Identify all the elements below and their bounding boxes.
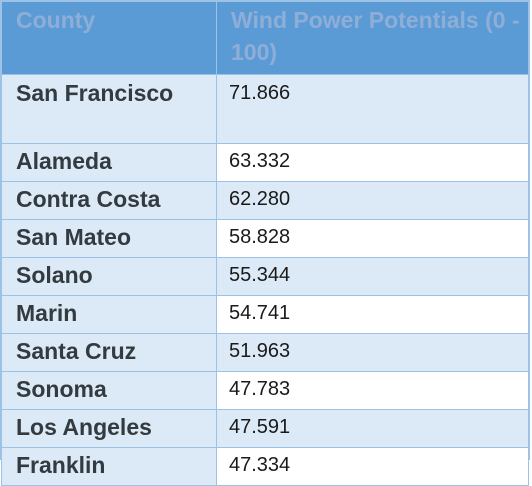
wind-power-column-header: Wind Power Potentials (0 - 100) [216,1,529,75]
county-column-header: County [1,1,217,75]
wind-power-cell: 47.591 [216,409,529,448]
county-cell: San Mateo [1,219,217,258]
wind-power-cell: 71.866 [216,74,529,144]
table-row: Contra Costa 62.280 [1,181,529,220]
table-row: Sonoma 47.783 [1,371,529,410]
wind-power-cell: 47.783 [216,371,529,410]
wind-power-cell: 54.741 [216,295,529,334]
table-header-row: County Wind Power Potentials (0 - 100) [1,1,529,75]
county-cell: Los Angeles [1,409,217,448]
table-row: Santa Cruz 51.963 [1,333,529,372]
wind-power-cell: 55.344 [216,257,529,296]
county-cell: Solano [1,257,217,296]
wind-power-cell: 58.828 [216,219,529,258]
table-row: Alameda 63.332 [1,143,529,182]
table-row: Franklin 47.334 [1,447,529,486]
wind-power-cell: 51.963 [216,333,529,372]
county-cell: Alameda [1,143,217,182]
county-cell: Contra Costa [1,181,217,220]
county-cell: San Francisco [1,74,217,144]
table-row: San Mateo 58.828 [1,219,529,258]
county-cell: Santa Cruz [1,333,217,372]
county-cell: Marin [1,295,217,334]
county-cell: Sonoma [1,371,217,410]
county-cell: Franklin [1,447,217,486]
wind-power-cell: 47.334 [216,447,529,486]
table-row: Marin 54.741 [1,295,529,334]
table-row: Solano 55.344 [1,257,529,296]
table-row: San Francisco 71.866 [1,74,529,144]
wind-power-cell: 62.280 [216,181,529,220]
wind-power-cell: 63.332 [216,143,529,182]
table-row: Los Angeles 47.591 [1,409,529,448]
